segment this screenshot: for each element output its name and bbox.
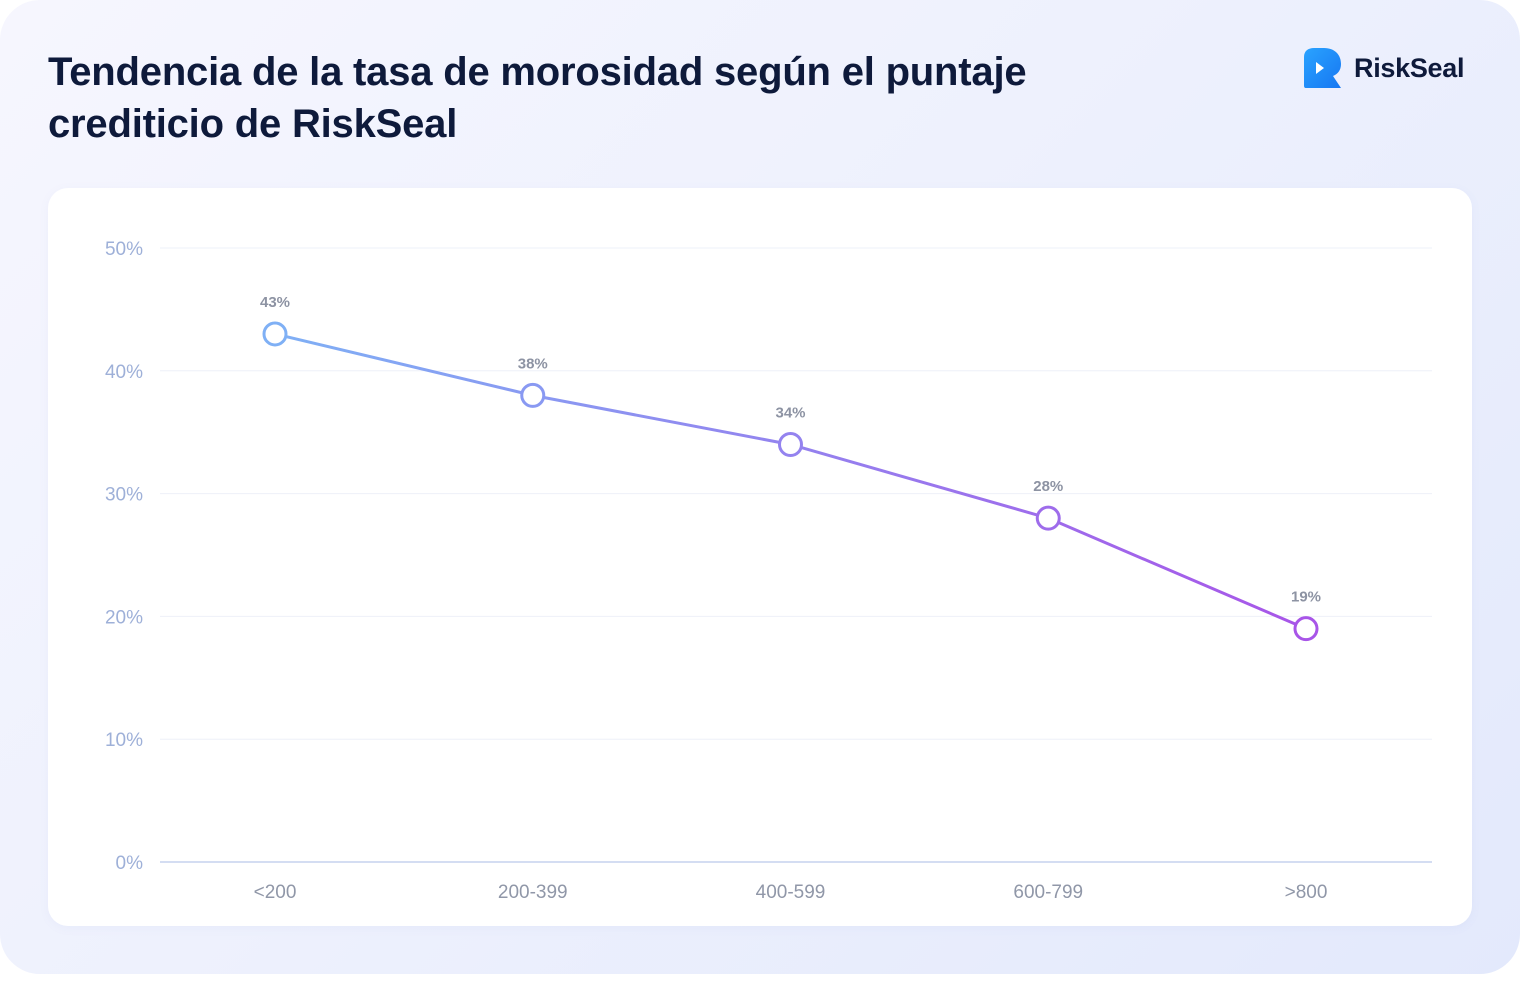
- riskseal-logo-icon: [1304, 48, 1341, 88]
- chart-title: Tendencia de la tasa de morosidad según …: [48, 50, 1027, 146]
- chart-card: [48, 188, 1472, 926]
- brand-logo: RiskSeal: [1302, 47, 1464, 89]
- brand-name: RiskSeal: [1354, 52, 1465, 83]
